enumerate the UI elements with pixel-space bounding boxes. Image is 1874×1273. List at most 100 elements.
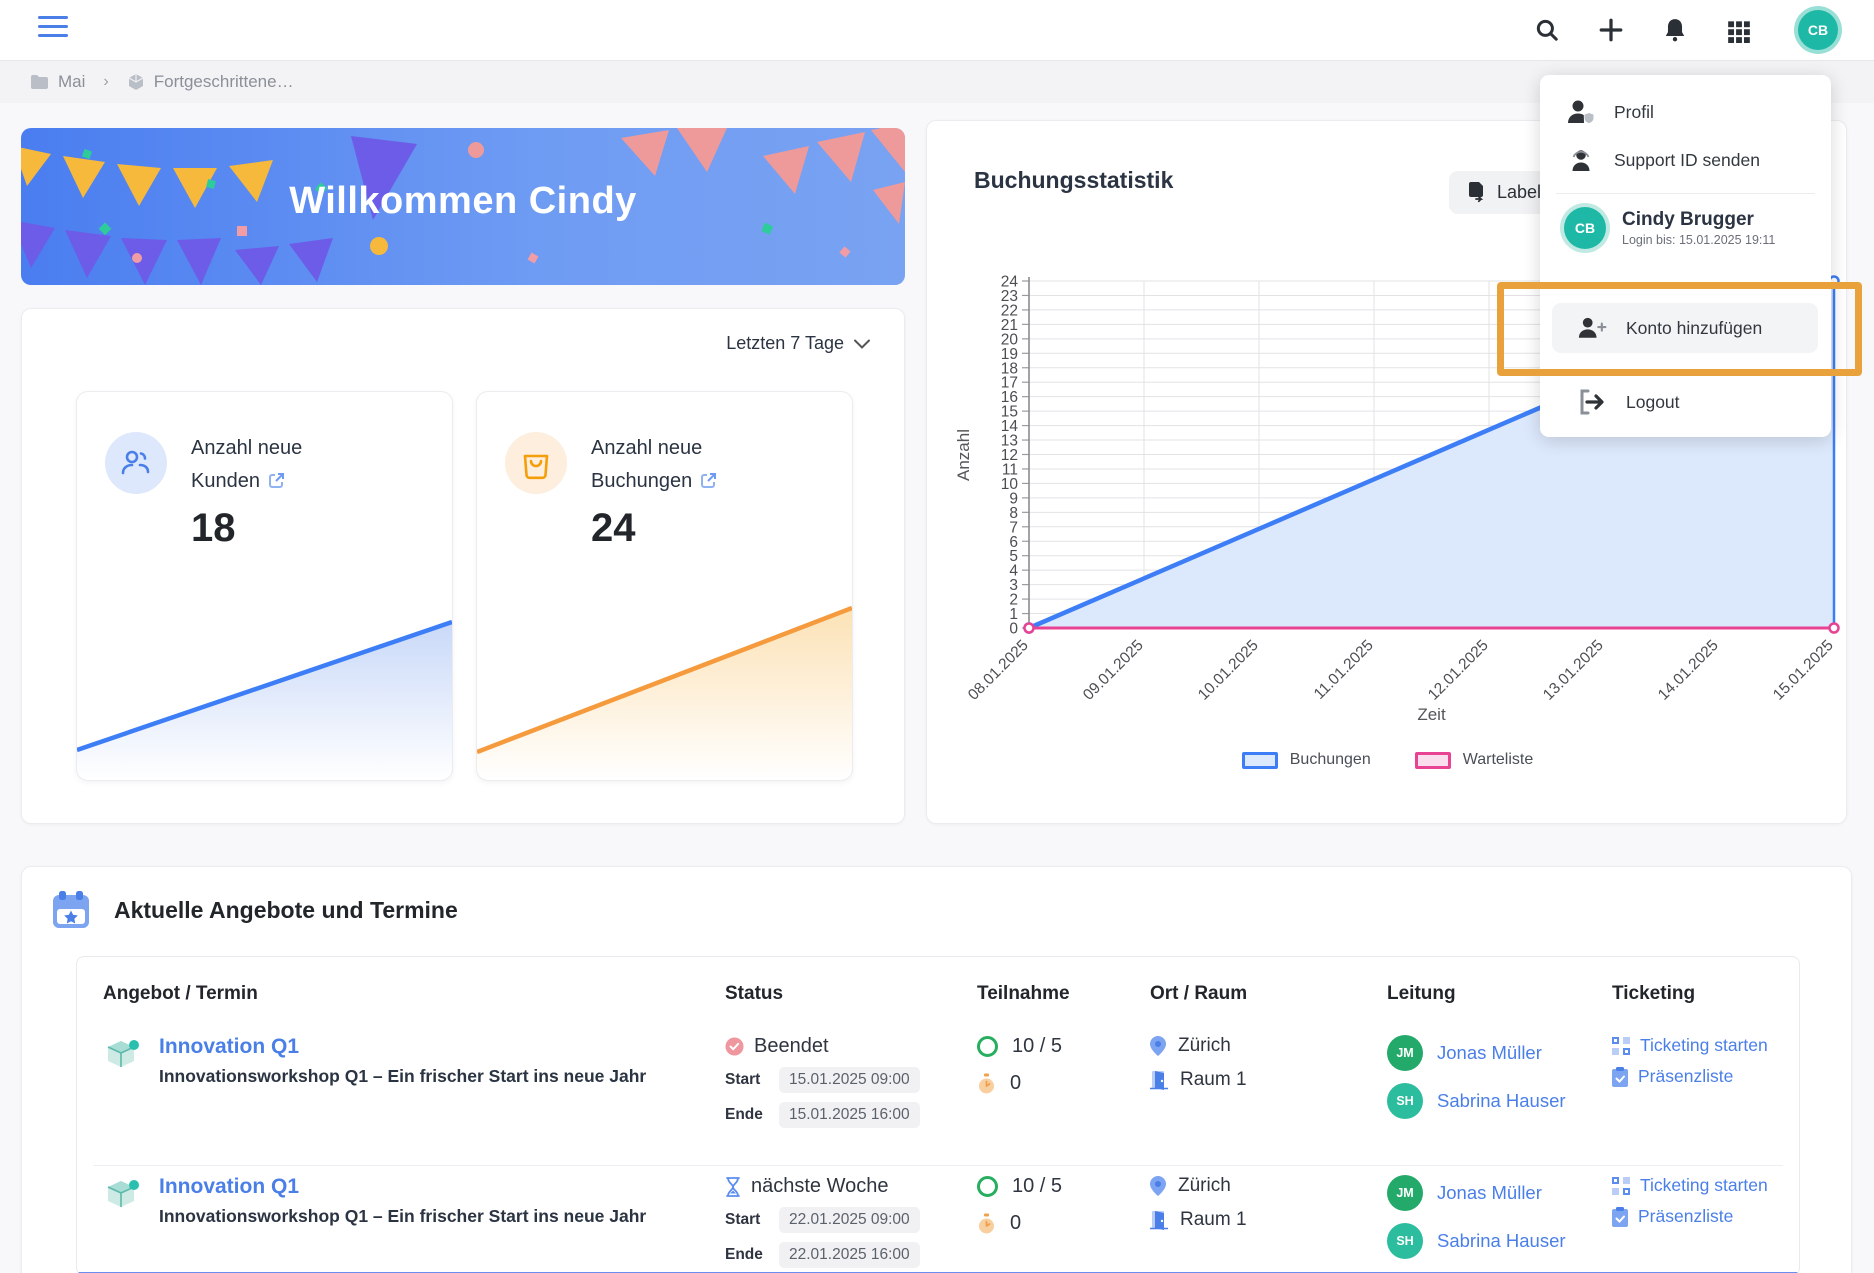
leader-avatar: JM [1387, 1035, 1423, 1071]
top-bar: CB [0, 0, 1874, 60]
menu-item-profile[interactable]: Profil [1556, 89, 1816, 135]
svg-text:13.01.2025: 13.01.2025 [1540, 637, 1607, 704]
login-until: Login bis: 15.01.2025 19:11 [1622, 233, 1776, 247]
location-room: Raum 1 [1180, 1069, 1247, 1090]
svg-text:5: 5 [1009, 548, 1018, 565]
status-done-icon [725, 1037, 744, 1056]
legend-label: Buchungen [1289, 751, 1371, 768]
svg-text:14.01.2025: 14.01.2025 [1655, 637, 1722, 704]
svg-text:3: 3 [1009, 577, 1018, 594]
waitlist-count: 0 [1010, 1212, 1022, 1234]
leader-link[interactable]: JM Jonas Müller [1387, 1035, 1566, 1071]
folder-icon [31, 75, 48, 89]
offer-link[interactable]: Innovation Q1 [159, 1035, 300, 1058]
ticketing-start-link[interactable]: Ticketing starten [1612, 1035, 1768, 1056]
attendance-list-link[interactable]: Präsenzliste [1612, 1066, 1768, 1087]
leader-link[interactable]: SH Sabrina Hauser [1387, 1223, 1566, 1259]
stats-section: Letzten 7 Tage Anzahl neue Kunden 18 [21, 308, 905, 824]
legend-item: Buchungen [1241, 751, 1371, 769]
breadcrumb-chevron-icon: › [103, 73, 109, 90]
leader-name: Jonas Müller [1437, 1042, 1542, 1063]
svg-text:Zeit: Zeit [1417, 705, 1446, 724]
leader-link[interactable]: JM Jonas Müller [1387, 1175, 1566, 1211]
svg-text:9: 9 [1009, 490, 1018, 507]
section-title: Aktuelle Angebote und Termine [114, 896, 458, 923]
add-icon[interactable] [1598, 17, 1624, 43]
product-cube-icon [107, 1040, 139, 1067]
confetti-decoration [21, 128, 905, 285]
breadcrumb-folder[interactable]: Mai [30, 72, 85, 92]
svg-text:1: 1 [1009, 606, 1018, 623]
offer-link[interactable]: Innovation Q1 [159, 1175, 300, 1198]
logout-icon [1580, 389, 1604, 415]
external-link-icon[interactable] [268, 467, 285, 500]
participation-ring-icon [977, 1036, 998, 1057]
user-avatar[interactable]: CB [1798, 10, 1838, 50]
welcome-title: Willkommen Cindy [289, 180, 637, 222]
notifications-icon[interactable] [1662, 17, 1688, 43]
stat-label: Anzahl neue Buchungen [591, 432, 717, 500]
svg-text:15.01.2025: 15.01.2025 [1770, 637, 1837, 704]
leader-name: Sabrina Hauser [1437, 1230, 1566, 1251]
leader-avatar: SH [1387, 1083, 1423, 1119]
start-datetime: 22.01.2025 09:00 [779, 1207, 920, 1233]
participation-ring-icon [977, 1176, 998, 1197]
svg-text:17: 17 [1001, 375, 1018, 392]
hamburger-menu-icon[interactable] [38, 16, 68, 42]
col-status: Status [725, 983, 784, 1004]
start-datetime: 15.01.2025 09:00 [779, 1067, 920, 1093]
chart-title: Buchungsstatistik [974, 167, 1174, 193]
svg-text:Anzahl: Anzahl [954, 429, 973, 481]
menu-user-info: CB Cindy Brugger Login bis: 15.01.2025 1… [1564, 207, 1775, 249]
menu-item-add-account-bg [1552, 303, 1818, 353]
svg-text:4: 4 [1009, 563, 1018, 580]
leader-link[interactable]: SH Sabrina Hauser [1387, 1083, 1566, 1119]
start-label: Start [725, 1071, 761, 1088]
support-person-icon [1572, 150, 1590, 171]
attendance-list-link[interactable]: Präsenzliste [1612, 1206, 1768, 1227]
svg-text:11.01.2025: 11.01.2025 [1311, 637, 1377, 703]
row-divider [93, 1165, 1783, 1166]
ticketing-start-label: Ticketing starten [1640, 1035, 1768, 1055]
qr-grid-icon [1612, 1036, 1630, 1055]
svg-text:2: 2 [1009, 592, 1018, 609]
product-cube-icon [107, 1180, 139, 1207]
svg-text:22: 22 [1001, 302, 1018, 319]
export-document-icon [1469, 181, 1484, 202]
offers-table: Angebot / Termin Status Teilnahme Ort / … [76, 956, 1800, 1273]
status-label: nächste Woche [751, 1175, 889, 1197]
svg-text:09.01.2025: 09.01.2025 [1080, 637, 1147, 704]
ticketing-start-link[interactable]: Ticketing starten [1612, 1175, 1768, 1196]
clipboard-check-icon [1612, 1206, 1628, 1227]
external-link-icon[interactable] [700, 467, 717, 500]
stat-value: 18 [191, 506, 236, 550]
svg-text:18: 18 [1001, 360, 1018, 377]
status-upcoming-hourglass-icon [726, 1176, 740, 1197]
menu-item-support-id[interactable]: Support ID senden [1556, 137, 1816, 183]
date-range-selector[interactable]: Letzten 7 Tage [726, 333, 870, 354]
profile-shield-icon [1568, 100, 1594, 124]
chevron-down-icon [854, 339, 870, 349]
breadcrumb-current[interactable]: Fortgeschrittene… [127, 72, 294, 92]
calendar-star-icon [53, 891, 89, 928]
menu-item-logout[interactable]: Logout [1568, 379, 1828, 425]
svg-text:7: 7 [1009, 519, 1018, 536]
location-room: Raum 1 [1180, 1209, 1247, 1230]
svg-text:21: 21 [1001, 317, 1018, 334]
room-door-icon [1150, 1211, 1168, 1230]
menu-item-add-account[interactable]: Konto hinzufügen [1568, 305, 1828, 351]
search-icon[interactable] [1534, 17, 1560, 43]
apps-grid-icon[interactable] [1726, 17, 1752, 43]
legend-item: Warteliste [1414, 751, 1533, 769]
menu-item-label: Konto hinzufügen [1626, 317, 1763, 338]
location-city: Zürich [1178, 1175, 1231, 1196]
menu-item-label: Logout [1626, 391, 1680, 412]
leader-name: Sabrina Hauser [1437, 1090, 1566, 1111]
table-row: Innovation Q1 Innovationsworkshop Q1 – E… [77, 1035, 1799, 1175]
clipboard-check-icon [1612, 1066, 1628, 1087]
svg-text:6: 6 [1009, 534, 1018, 551]
new-customers-card: Anzahl neue Kunden 18 [76, 391, 453, 781]
location-pin-icon [1150, 1176, 1166, 1196]
menu-item-label: Support ID senden [1614, 149, 1760, 170]
svg-text:8: 8 [1009, 505, 1018, 522]
